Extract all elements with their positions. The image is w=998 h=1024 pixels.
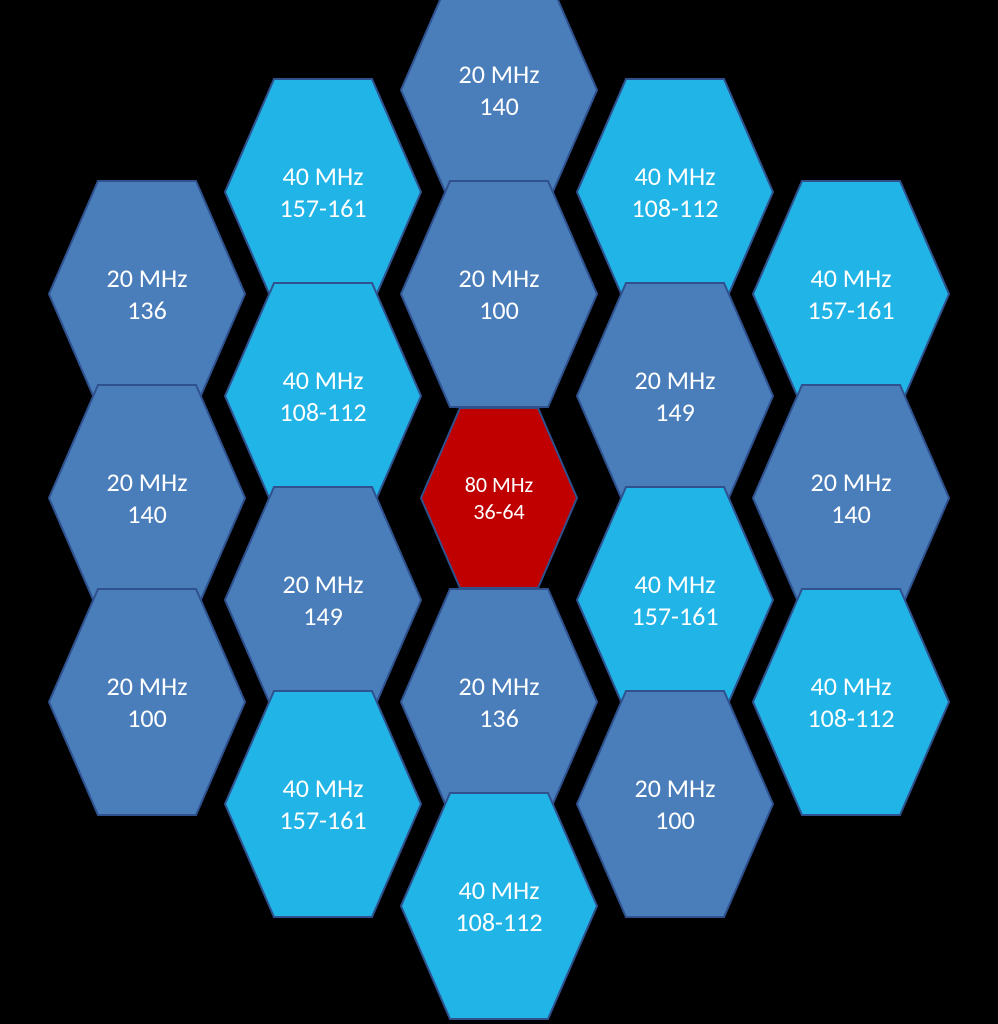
hex-cell: 40 MHz108-112 xyxy=(751,587,951,817)
hexgrid-diagram: 20 MHz14040 MHz157-16140 MHz108-11220 MH… xyxy=(0,0,998,1024)
hex-shape xyxy=(223,485,423,715)
hex-cell: 20 MHz149 xyxy=(575,281,775,511)
hex-cell: 40 MHz157-161 xyxy=(751,179,951,409)
hex-cell: 20 MHz100 xyxy=(399,179,599,409)
hex-shape xyxy=(575,485,775,715)
hex-shape xyxy=(223,281,423,511)
hex-cell: 20 MHz140 xyxy=(751,383,951,613)
hex-shape xyxy=(751,179,951,409)
hex-cell: 80 MHz36-64 xyxy=(419,406,579,590)
hex-shape xyxy=(47,179,247,409)
hex-shape xyxy=(419,406,579,590)
hex-cell: 40 MHz108-112 xyxy=(575,77,775,307)
hex-cell: 40 MHz157-161 xyxy=(223,689,423,919)
hex-shape xyxy=(751,587,951,817)
hex-cell: 40 MHz108-112 xyxy=(399,791,599,1021)
hex-cell: 20 MHz136 xyxy=(399,587,599,817)
hex-shape xyxy=(399,179,599,409)
hex-shape xyxy=(399,791,599,1021)
hex-cell: 40 MHz157-161 xyxy=(223,77,423,307)
hex-cell: 20 MHz136 xyxy=(47,179,247,409)
hex-shape xyxy=(399,0,599,205)
hex-cell: 20 MHz140 xyxy=(47,383,247,613)
hex-cell: 20 MHz140 xyxy=(399,0,599,205)
hex-shape xyxy=(575,281,775,511)
hex-cell: 40 MHz108-112 xyxy=(223,281,423,511)
hex-cell: 20 MHz100 xyxy=(575,689,775,919)
hex-shape xyxy=(575,689,775,919)
hex-shape xyxy=(751,383,951,613)
hex-shape xyxy=(223,77,423,307)
hex-cell: 20 MHz100 xyxy=(47,587,247,817)
hex-shape xyxy=(399,587,599,817)
hex-shape xyxy=(575,77,775,307)
hex-cell: 40 MHz157-161 xyxy=(575,485,775,715)
hex-shape xyxy=(47,383,247,613)
hex-shape xyxy=(223,689,423,919)
hex-shape xyxy=(47,587,247,817)
hex-cell: 20 MHz149 xyxy=(223,485,423,715)
